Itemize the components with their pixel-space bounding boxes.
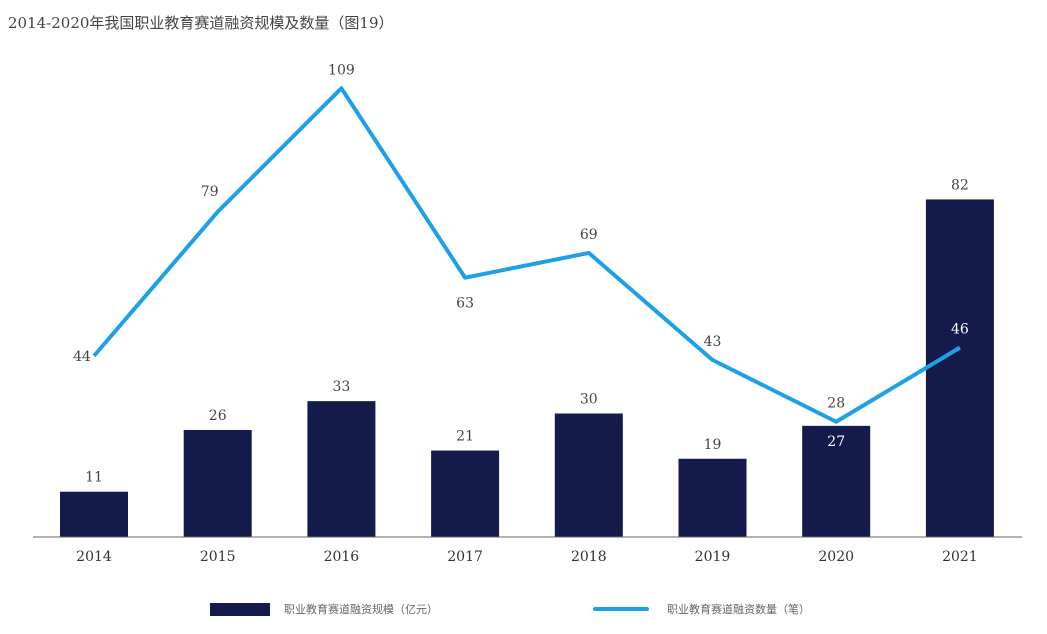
line-data-label: 46 [951, 322, 969, 338]
legend-label-line: 职业教育赛道融资数量（笔） [667, 603, 810, 616]
legend-bar: 职业教育赛道融资规模（亿元） [210, 601, 438, 617]
x-tick-label: 2018 [571, 549, 607, 565]
line-data-label: 109 [328, 62, 355, 78]
bar [554, 413, 623, 537]
bar [183, 429, 252, 537]
x-tick-label: 2019 [695, 549, 731, 565]
x-tick-label: 2016 [324, 549, 360, 565]
bar-data-label: 21 [456, 429, 474, 445]
chart-title: 2014-2020年我国职业教育赛道融资规模及数量（图19） [8, 14, 394, 32]
line-data-label: 43 [704, 334, 722, 350]
bar [925, 199, 994, 537]
line-data-label: 44 [73, 349, 91, 365]
bar [802, 425, 871, 537]
legend-swatch-bar [210, 602, 270, 616]
x-tick-label: 2014 [76, 549, 112, 565]
line-series [92, 86, 961, 424]
x-tick-label: 2015 [200, 549, 236, 565]
legend-swatch-line [593, 607, 649, 611]
line-data-label: 63 [456, 296, 474, 312]
bar [678, 458, 747, 537]
bar [431, 450, 500, 537]
bar-data-label: 30 [580, 392, 598, 408]
x-tick-label: 2017 [447, 549, 483, 565]
x-tick-label: 2021 [942, 549, 978, 565]
line-data-label: 69 [580, 227, 598, 243]
line-data-label: 28 [827, 396, 845, 412]
bar-data-label: 26 [209, 408, 227, 424]
legend-line: 职业教育赛道融资数量（笔） [593, 601, 810, 617]
bar [307, 401, 376, 537]
bar-data-label: 11 [85, 470, 103, 486]
bar-data-label: 19 [704, 437, 722, 453]
line-data-label: 79 [201, 184, 219, 200]
x-tick-label: 2020 [818, 549, 854, 565]
bar-data-label: 82 [951, 177, 969, 193]
bar-data-label: 33 [332, 379, 350, 395]
bar [60, 491, 128, 537]
legend-label-bar: 职业教育赛道融资规模（亿元） [284, 603, 438, 616]
bar-data-label: 27 [827, 434, 845, 450]
